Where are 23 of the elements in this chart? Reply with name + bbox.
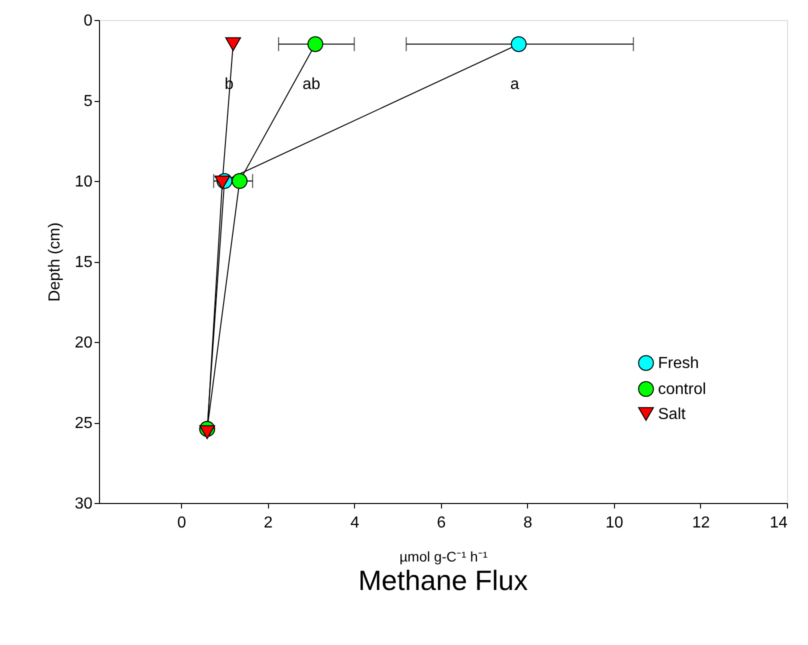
text: Methane Flux — [358, 565, 528, 596]
y-tick-label: 15 — [74, 254, 93, 271]
y-tick-label: 10 — [74, 174, 93, 190]
annotation: ab — [302, 76, 320, 94]
x-tick-label: 4 — [350, 514, 360, 532]
x-tick-label: 8 — [523, 514, 532, 532]
x-tick-label: 6 — [436, 514, 446, 532]
x-tick-label: 10 — [606, 514, 624, 532]
x-tick-label: 14 — [770, 514, 788, 532]
y-tick-label: 5 — [84, 93, 93, 110]
legend-label: control — [658, 381, 706, 398]
y-tick-label: 30 — [74, 496, 93, 512]
x-tick-label: 12 — [692, 514, 710, 532]
y-tick-label: 20 — [74, 334, 93, 352]
x-tick-label: 0 — [177, 514, 186, 532]
y-tick-label: 25 — [74, 415, 93, 432]
annotation: a — [510, 76, 520, 94]
y-axis-title: Depth (cm) — [46, 222, 64, 302]
x-tick-label: 2 — [264, 514, 273, 532]
legend-label: Fresh — [658, 355, 699, 372]
legend-label: Salt — [658, 406, 686, 423]
y-tick-label: 0 — [84, 12, 93, 30]
x-axis-title: µmol g-C⁻¹ h⁻¹ — [399, 548, 488, 564]
